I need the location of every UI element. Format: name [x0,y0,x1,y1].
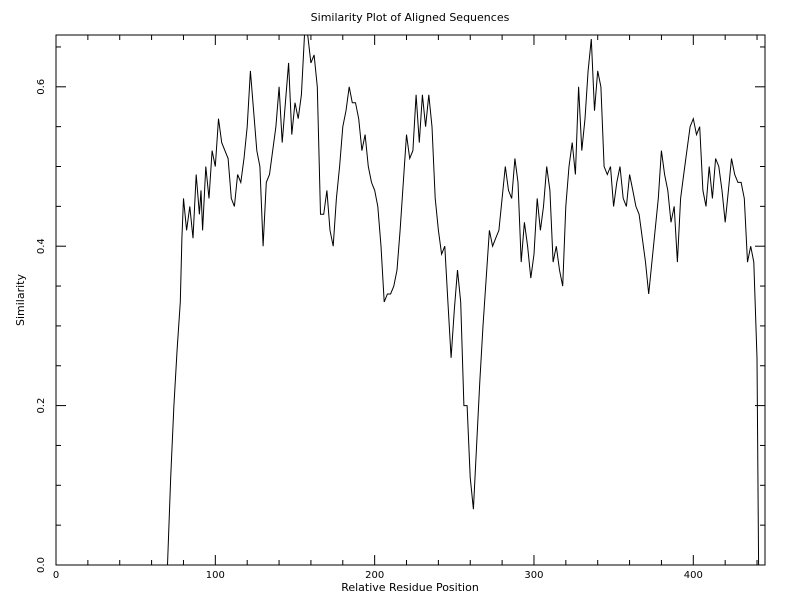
x-tick-label: 200 [365,570,384,581]
series-group [167,34,760,566]
chart-title: Similarity Plot of Aligned Sequences [311,11,510,24]
x-tick-label: 400 [684,570,703,581]
x-tick-label: 0 [53,570,59,581]
y-tick-label: 0.4 [36,238,47,254]
y-tick-label: 0.6 [36,79,47,95]
x-tick-label: 300 [524,570,543,581]
y-axis-label: Similarity [14,274,27,326]
plot-frame [55,34,766,566]
y-tick-labels: 0.0 0.2 0.4 0.6 [36,79,47,573]
axis-ticks [55,35,765,566]
x-axis-label: Relative Residue Position [341,581,479,594]
y-tick-label: 0.2 [36,398,47,414]
y-tick-label: 0.0 [36,557,47,573]
x-tick-labels: 0 100 200 300 400 [53,570,703,581]
similarity-series-line [167,34,760,566]
x-tick-label: 100 [206,570,225,581]
